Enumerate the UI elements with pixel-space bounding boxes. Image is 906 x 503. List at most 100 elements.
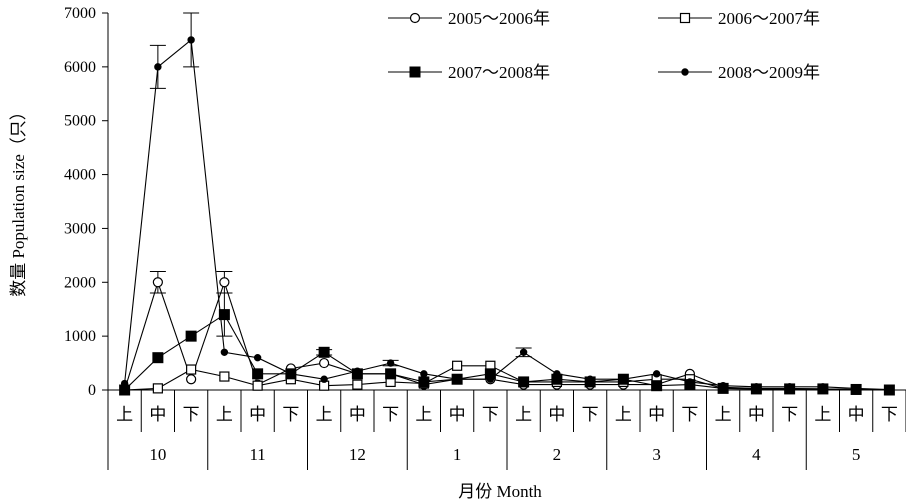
legend-label: 2005～2006年: [448, 9, 550, 28]
month-label: 11: [249, 445, 265, 464]
data-point: [518, 376, 530, 388]
data-point: [486, 375, 495, 383]
data-point: [152, 277, 163, 288]
series-line: [124, 313, 890, 391]
legend-marker: [679, 12, 691, 24]
data-point: [453, 375, 461, 383]
x-tick-label: 中: [748, 405, 765, 424]
data-point: [252, 380, 263, 391]
x-tick-label: 中: [249, 405, 266, 424]
legend-marker: [681, 68, 689, 76]
data-point: [385, 368, 397, 380]
data-point: [452, 360, 463, 371]
data-point: [219, 277, 230, 288]
x-tick-label: 上: [515, 405, 532, 424]
data-point: [187, 36, 195, 44]
y-tick-label: 4000: [64, 167, 96, 184]
data-point: [220, 348, 229, 356]
x-tick-label: 上: [615, 405, 632, 424]
legend-item: 2005～2006年: [388, 9, 550, 28]
month-label: 4: [752, 445, 761, 464]
data-point: [719, 381, 727, 390]
data-point: [185, 330, 197, 342]
y-tick-label: 2000: [64, 274, 96, 291]
x-tick-label: 中: [349, 405, 366, 424]
x-tick-label: 下: [183, 405, 200, 424]
y-tick-label: 6000: [64, 59, 96, 76]
y-tick-label: 5000: [64, 113, 96, 130]
data-point: [154, 63, 162, 71]
data-point: [819, 383, 827, 391]
data-point: [186, 364, 197, 375]
data-point: [218, 309, 230, 321]
month-label: 2: [553, 445, 562, 464]
x-tick-label: 上: [216, 405, 233, 424]
x-tick-label: 上: [715, 405, 732, 424]
x-tick-label: 下: [582, 405, 599, 424]
month-label: 12: [349, 445, 366, 464]
data-point: [318, 346, 330, 358]
x-tick-label: 下: [482, 405, 499, 424]
data-point: [586, 375, 594, 383]
data-point: [353, 367, 362, 375]
data-point: [186, 374, 197, 385]
data-point: [785, 383, 794, 391]
y-tick-label: 1000: [64, 328, 96, 345]
month-label: 5: [852, 445, 861, 464]
x-tick-label: 下: [881, 405, 898, 424]
data-point: [352, 379, 363, 390]
x-tick-label: 下: [282, 405, 299, 424]
data-point: [152, 352, 164, 364]
legend-label: 2008～2009年: [718, 63, 820, 82]
data-point: [885, 385, 894, 394]
x-tick-label: 中: [149, 405, 166, 424]
x-tick-label: 中: [449, 405, 466, 424]
data-point: [420, 370, 428, 378]
y-tick-label: 3000: [64, 220, 96, 237]
y-tick-label: 7000: [64, 5, 96, 22]
data-point: [651, 380, 663, 392]
data-point: [852, 384, 860, 393]
x-tick-label: 上: [415, 405, 432, 424]
x-tick-label: 下: [382, 405, 399, 424]
month-label: 1: [453, 445, 462, 464]
data-point: [287, 370, 295, 378]
legend-marker: [409, 66, 421, 78]
legend-label: 2006～2007年: [718, 9, 820, 28]
x-tick-label: 中: [648, 405, 665, 424]
data-point: [386, 359, 395, 367]
legend-item: 2007～2008年: [388, 63, 550, 82]
month-label: 10: [149, 445, 166, 464]
x-tick-label: 上: [814, 405, 831, 424]
month-label: 3: [652, 445, 661, 464]
x-tick-label: 中: [548, 405, 565, 424]
series-4: [120, 12, 894, 394]
x-tick-label: 上: [316, 405, 333, 424]
x-tick-label: 中: [848, 405, 865, 424]
data-point: [652, 370, 661, 378]
x-axis-label: 月份 Month: [458, 482, 542, 501]
y-axis-label: 数量 Population size（只）: [9, 103, 28, 297]
legend-item: 2006～2007年: [658, 9, 820, 28]
series-layer: [119, 12, 895, 396]
legend-label: 2007～2008年: [448, 63, 550, 82]
data-point: [120, 379, 129, 388]
data-point: [219, 371, 230, 382]
data-point: [418, 376, 430, 388]
x-tick-label: 下: [681, 405, 698, 424]
data-point: [553, 370, 561, 378]
x-tick-label: 下: [781, 405, 798, 424]
data-point: [752, 383, 761, 391]
legend-marker: [409, 12, 421, 24]
data-point: [252, 368, 264, 380]
series-line: [124, 38, 890, 391]
data-point: [686, 378, 694, 386]
plot-area: 01000200030004000500060007000上中下上中下上中下上中…: [64, 5, 906, 470]
data-point: [152, 383, 163, 394]
data-point: [319, 357, 330, 369]
legend-item: 2008～2009年: [658, 63, 820, 82]
data-point: [619, 375, 628, 383]
data-point: [519, 348, 528, 356]
x-tick-label: 上: [116, 405, 133, 424]
